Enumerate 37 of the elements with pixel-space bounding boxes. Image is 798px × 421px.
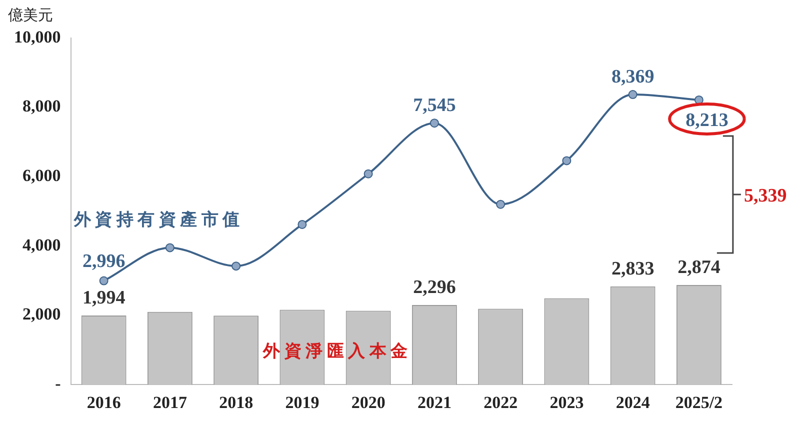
point xyxy=(232,262,241,271)
series-label: 外 資 淨 匯 入 本 金 xyxy=(262,342,408,361)
x-tick-label: 2016 xyxy=(86,393,121,412)
x-tick-label: 2017 xyxy=(152,393,188,412)
y-tick-label: 6,000 xyxy=(22,166,61,186)
data-label: 2,996 xyxy=(82,250,126,272)
x-tick-label: 2020 xyxy=(351,393,386,412)
point xyxy=(628,90,638,100)
y-tick-label: 4,000 xyxy=(22,235,61,254)
series-label: 外 資 持 有 資 產 市 值 xyxy=(72,210,240,229)
point xyxy=(165,243,174,252)
data-label: 1,994 xyxy=(82,287,126,308)
x-tick-label: 2023 xyxy=(550,393,584,412)
x-tick-label: 2021 xyxy=(417,393,452,412)
data-label: 2,874 xyxy=(678,256,721,278)
data-label: 2,833 xyxy=(611,258,654,280)
data-label: 2,296 xyxy=(413,277,456,298)
point xyxy=(496,200,506,209)
x-tick-label: 2019 xyxy=(285,393,320,412)
x-tick-label: 2022 xyxy=(484,393,518,412)
point xyxy=(99,276,108,286)
point xyxy=(364,169,373,178)
data-label: 8,213 xyxy=(686,110,728,131)
y-tick-label: 2,000 xyxy=(22,304,61,324)
y-tick-label: 10,000 xyxy=(14,27,61,46)
data-label: 8,369 xyxy=(611,66,654,88)
text: 5,339 xyxy=(744,185,787,206)
point xyxy=(298,220,307,229)
point xyxy=(562,156,572,166)
y-tick-label: - xyxy=(55,374,62,393)
x-tick-label: 2024 xyxy=(616,393,650,412)
y-axis-title: 億美元 xyxy=(8,7,53,24)
point xyxy=(430,118,439,128)
data-label: 7,545 xyxy=(413,95,456,116)
y-tick-label: 8,000 xyxy=(22,96,61,116)
x-tick-label: 2018 xyxy=(219,393,254,412)
x-tick-label: 2025/2 xyxy=(675,393,723,412)
